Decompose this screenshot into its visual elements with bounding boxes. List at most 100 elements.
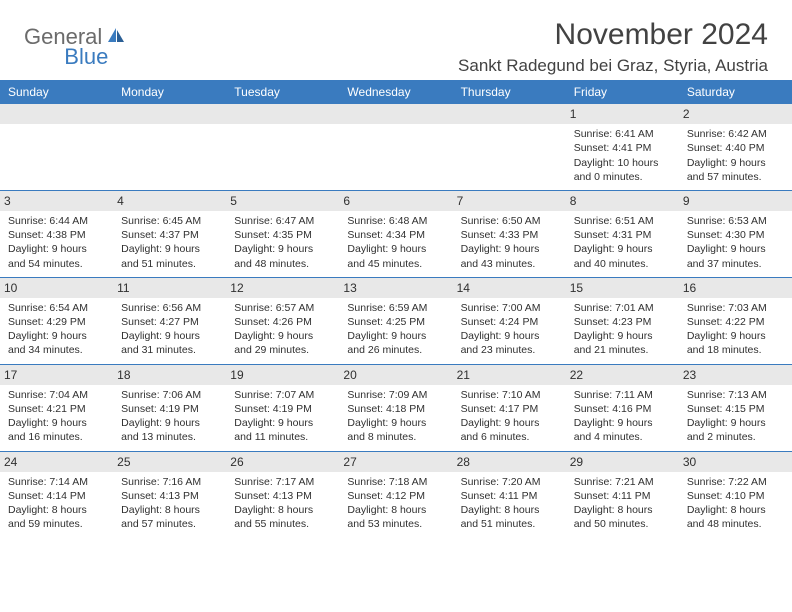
day-cell: 1 Sunrise: 6:41 AMSunset: 4:41 PMDaylight… <box>566 104 679 190</box>
sunset-text: Sunset: 4:31 PM <box>574 228 671 242</box>
daylight-text: Daylight: 9 hours and 48 minutes. <box>234 242 331 270</box>
daylight-text: Daylight: 9 hours and 31 minutes. <box>121 329 218 357</box>
sunrise-text: Sunrise: 7:00 AM <box>461 301 558 315</box>
day-body: Sunrise: 7:03 AMSunset: 4:22 PMDaylight:… <box>687 301 784 358</box>
day-body: Sunrise: 7:09 AMSunset: 4:18 PMDaylight:… <box>347 388 444 445</box>
day-cell: 24 Sunrise: 7:14 AMSunset: 4:14 PMDayligh… <box>0 451 113 537</box>
daylight-text: Daylight: 9 hours and 43 minutes. <box>461 242 558 270</box>
day-body: Sunrise: 7:13 AMSunset: 4:15 PMDaylight:… <box>687 388 784 445</box>
day-number: 13 <box>339 278 452 298</box>
sunset-text: Sunset: 4:19 PM <box>121 402 218 416</box>
day-cell: 30Sunrise: 7:22 AMSunset: 4:10 PMDayligh… <box>679 451 792 537</box>
sunset-text: Sunset: 4:11 PM <box>574 489 671 503</box>
day-number: 17 <box>0 365 113 385</box>
daylight-text: Daylight: 10 hours and 0 minutes. <box>574 156 671 184</box>
day-cell: 5Sunrise: 6:47 AMSunset: 4:35 PMDaylight… <box>226 190 339 277</box>
week-row: 24Sunrise: 7:14 AMSunset: 4:14 PMDayligh… <box>0 451 792 537</box>
week-row: 1 Sunrise: 6:41 AMSunset: 4:41 PMDaylight… <box>0 104 792 190</box>
daylight-text: Daylight: 9 hours and 45 minutes. <box>347 242 444 270</box>
day-body: Sunrise: 7:11 AMSunset: 4:16 PMDaylight:… <box>574 388 671 445</box>
sunset-text: Sunset: 4:11 PM <box>461 489 558 503</box>
day-number: 28 <box>453 452 566 472</box>
day-body: Sunrise: 6:41 AMSunset: 4:41 PMDaylight:… <box>574 127 671 184</box>
sunrise-text: Sunrise: 6:51 AM <box>574 214 671 228</box>
sunrise-text: Sunrise: 7:11 AM <box>574 388 671 402</box>
day-body: Sunrise: 6:51 AMSunset: 4:31 PMDaylight:… <box>574 214 671 271</box>
day-header: Saturday <box>679 80 792 104</box>
day-body: Sunrise: 6:59 AMSunset: 4:25 PMDaylight:… <box>347 301 444 358</box>
day-cell <box>453 104 566 190</box>
sunset-text: Sunset: 4:21 PM <box>8 402 105 416</box>
sunrise-text: Sunrise: 6:57 AM <box>234 301 331 315</box>
day-cell: 17Sunrise: 7:04 AMSunset: 4:21 PMDayligh… <box>0 364 113 451</box>
sunset-text: Sunset: 4:40 PM <box>687 141 784 155</box>
day-number: 18 <box>113 365 226 385</box>
daylight-text: Daylight: 9 hours and 21 minutes. <box>574 329 671 357</box>
week-row: 17Sunrise: 7:04 AMSunset: 4:21 PMDayligh… <box>0 364 792 451</box>
day-cell: 18 Sunrise: 7:06 AMSunset: 4:19 PMDayligh… <box>113 364 226 451</box>
day-number: 11 <box>113 278 226 298</box>
day-number: 1 <box>566 104 679 124</box>
sunset-text: Sunset: 4:19 PM <box>234 402 331 416</box>
sunset-text: Sunset: 4:26 PM <box>234 315 331 329</box>
day-header: Monday <box>113 80 226 104</box>
day-body: Sunrise: 7:22 AMSunset: 4:10 PMDaylight:… <box>687 475 784 532</box>
day-number: 7 <box>453 191 566 211</box>
sunset-text: Sunset: 4:37 PM <box>121 228 218 242</box>
calendar-table: Sunday Monday Tuesday Wednesday Thursday… <box>0 80 792 537</box>
day-number: 4 <box>113 191 226 211</box>
sunset-text: Sunset: 4:14 PM <box>8 489 105 503</box>
day-cell <box>226 104 339 190</box>
day-cell: 9Sunrise: 6:53 AMSunset: 4:30 PMDaylight… <box>679 190 792 277</box>
day-body: Sunrise: 6:50 AMSunset: 4:33 PMDaylight:… <box>461 214 558 271</box>
day-number: 16 <box>679 278 792 298</box>
daylight-text: Daylight: 9 hours and 8 minutes. <box>347 416 444 444</box>
sunrise-text: Sunrise: 6:42 AM <box>687 127 784 141</box>
day-number: 24 <box>0 452 113 472</box>
daylight-text: Daylight: 8 hours and 55 minutes. <box>234 503 331 531</box>
sunset-text: Sunset: 4:13 PM <box>121 489 218 503</box>
sunrise-text: Sunrise: 7:06 AM <box>121 388 218 402</box>
day-cell: 19Sunrise: 7:07 AMSunset: 4:19 PMDayligh… <box>226 364 339 451</box>
sunrise-text: Sunrise: 7:09 AM <box>347 388 444 402</box>
day-body: Sunrise: 6:45 AMSunset: 4:37 PMDaylight:… <box>121 214 218 271</box>
daylight-text: Daylight: 9 hours and 57 minutes. <box>687 156 784 184</box>
day-number: 26 <box>226 452 339 472</box>
day-number: 10 <box>0 278 113 298</box>
title-block: November 2024 Sankt Radegund bei Graz, S… <box>458 18 768 76</box>
day-body: Sunrise: 6:42 AMSunset: 4:40 PMDaylight:… <box>687 127 784 184</box>
logo-text-blue: Blue <box>64 44 108 70</box>
daylight-text: Daylight: 9 hours and 54 minutes. <box>8 242 105 270</box>
sunrise-text: Sunrise: 7:17 AM <box>234 475 331 489</box>
day-cell: 10 Sunrise: 6:54 AMSunset: 4:29 PMDayligh… <box>0 277 113 364</box>
sunset-text: Sunset: 4:33 PM <box>461 228 558 242</box>
week-row: 3Sunrise: 6:44 AMSunset: 4:38 PMDaylight… <box>0 190 792 277</box>
sunset-text: Sunset: 4:15 PM <box>687 402 784 416</box>
day-cell: 8Sunrise: 6:51 AMSunset: 4:31 PMDaylight… <box>566 190 679 277</box>
day-body: Sunrise: 6:54 AMSunset: 4:29 PMDaylight:… <box>8 301 105 358</box>
day-body: Sunrise: 7:06 AMSunset: 4:19 PMDaylight:… <box>121 388 218 445</box>
sunset-text: Sunset: 4:12 PM <box>347 489 444 503</box>
day-cell: 23Sunrise: 7:13 AMSunset: 4:15 PMDayligh… <box>679 364 792 451</box>
sunset-text: Sunset: 4:25 PM <box>347 315 444 329</box>
sunset-text: Sunset: 4:23 PM <box>574 315 671 329</box>
day-number <box>0 104 113 124</box>
sunrise-text: Sunrise: 7:14 AM <box>8 475 105 489</box>
daylight-text: Daylight: 9 hours and 51 minutes. <box>121 242 218 270</box>
sunset-text: Sunset: 4:18 PM <box>347 402 444 416</box>
day-number: 25 <box>113 452 226 472</box>
sunrise-text: Sunrise: 7:20 AM <box>461 475 558 489</box>
sunrise-text: Sunrise: 7:07 AM <box>234 388 331 402</box>
daylight-text: Daylight: 8 hours and 59 minutes. <box>8 503 105 531</box>
sunrise-text: Sunrise: 7:21 AM <box>574 475 671 489</box>
day-body: Sunrise: 7:16 AMSunset: 4:13 PMDaylight:… <box>121 475 218 532</box>
sunrise-text: Sunrise: 7:16 AM <box>121 475 218 489</box>
daylight-text: Daylight: 9 hours and 18 minutes. <box>687 329 784 357</box>
sunrise-text: Sunrise: 7:03 AM <box>687 301 784 315</box>
day-header: Friday <box>566 80 679 104</box>
day-number: 29 <box>566 452 679 472</box>
sunset-text: Sunset: 4:10 PM <box>687 489 784 503</box>
day-number: 9 <box>679 191 792 211</box>
day-cell: 14Sunrise: 7:00 AMSunset: 4:24 PMDayligh… <box>453 277 566 364</box>
day-cell: 4 Sunrise: 6:45 AMSunset: 4:37 PMDaylight… <box>113 190 226 277</box>
